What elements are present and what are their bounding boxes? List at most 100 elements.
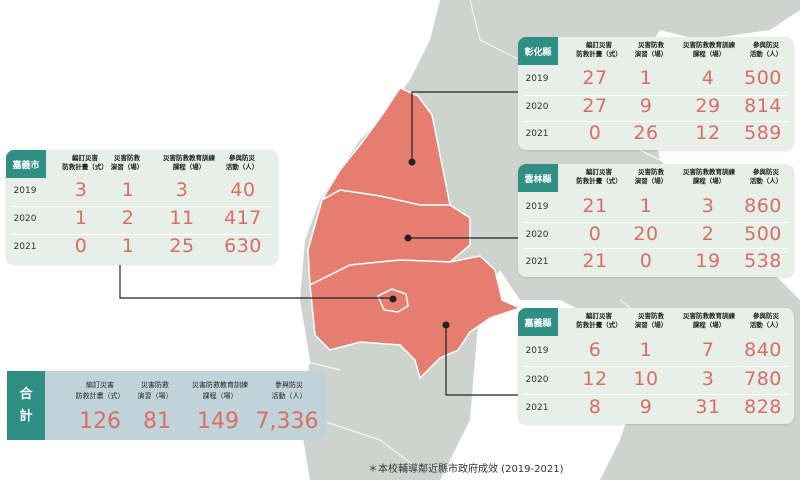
year-label: 2021	[13, 242, 37, 252]
value: 0	[588, 122, 602, 144]
value: 7	[701, 339, 715, 361]
year-label: 2020	[525, 375, 549, 385]
county-tag: 彰化縣	[518, 37, 558, 65]
value: 19	[695, 250, 721, 272]
header-participants: 參與防災 活動（人）	[271, 381, 307, 400]
header-plan: 編訂災害 防救計畫（式）	[75, 381, 125, 400]
value: 31	[695, 396, 721, 418]
card-changhua: 彰化縣 編訂災害 防救計畫（式） 災害防救 演習（場） 災害防救教育訓練 課程（…	[518, 37, 794, 150]
value: 500	[744, 223, 782, 245]
value: 1	[121, 179, 135, 201]
value: 780	[744, 368, 782, 390]
value: 9	[639, 95, 653, 117]
header-training: 災害防救教育訓練 課程（場）	[192, 381, 248, 400]
header-participants: 參與防災 活動（人）	[749, 41, 783, 58]
county-tag: 雲林縣	[518, 164, 558, 192]
value: 0	[74, 235, 88, 257]
card-chiayi-county: 嘉義縣 編訂災害 防救計畫（式） 災害防救 演習（場） 災害防救教育訓練 課程（…	[518, 308, 794, 424]
value: 1	[121, 235, 135, 257]
year-label: 2019	[525, 346, 549, 356]
value: 27	[582, 67, 608, 89]
header-plan: 編訂災害 防救計畫（式）	[576, 41, 622, 58]
value: 0	[639, 250, 653, 272]
value: 10	[633, 368, 659, 390]
year-label: 2021	[525, 403, 549, 413]
value: 27	[582, 95, 608, 117]
header-participants: 參與防災 活動（人）	[749, 168, 783, 185]
value: 840	[744, 339, 782, 361]
value: 3	[701, 368, 715, 390]
header-plan: 編訂災害 防救計畫（式）	[62, 154, 108, 171]
value: 2	[701, 223, 715, 245]
header-plan: 編訂災害 防救計畫（式）	[576, 312, 622, 329]
city-tag: 嘉義市	[6, 150, 46, 178]
total-value: 149	[197, 409, 239, 434]
total-value: 7,336	[255, 409, 319, 434]
value: 11	[169, 207, 195, 229]
value: 26	[633, 122, 659, 144]
year-label: 2019	[525, 202, 549, 212]
header-training: 災害防救教育訓練 課程（場）	[683, 168, 735, 185]
value: 1	[639, 339, 653, 361]
total-card: 合 計 編訂災害 防救計畫（式） 災害防救 演習（場） 災害防救教育訓練 課程（…	[7, 371, 327, 440]
year-label: 2020	[525, 102, 549, 112]
header-plan: 編訂災害 防救計畫（式）	[576, 168, 622, 185]
header-training: 災害防救教育訓練 課程（場）	[683, 312, 735, 329]
leader-dots	[389, 158, 450, 329]
value: 3	[175, 179, 189, 201]
value: 1	[639, 67, 653, 89]
year-label: 2020	[525, 230, 549, 240]
header-drill: 災害防救 演習（場）	[634, 168, 668, 185]
value: 12	[695, 122, 721, 144]
header-training: 災害防救教育訓練 課程（場）	[163, 154, 215, 171]
value: 589	[744, 122, 782, 144]
year-label: 2021	[525, 257, 549, 267]
value: 20	[633, 223, 659, 245]
county-tag: 嘉義縣	[518, 308, 558, 336]
total-label-top: 合	[19, 386, 33, 402]
header-participants: 參與防災 活動（人）	[225, 154, 259, 171]
card-yunlin: 雲林縣 編訂災害 防救計畫（式） 災害防救 演習（場） 災害防救教育訓練 課程（…	[518, 164, 794, 277]
card-chiayi-city: 嘉義市 編訂災害 防救計畫（式） 災害防救 演習（場） 災害防救教育訓練 課程（…	[6, 150, 278, 264]
value: 630	[224, 235, 262, 257]
value: 25	[169, 235, 195, 257]
total-tag: 合 計	[7, 371, 45, 440]
value: 40	[230, 179, 256, 201]
value: 21	[582, 195, 608, 217]
value: 9	[639, 396, 653, 418]
value: 500	[744, 67, 782, 89]
year-label: 2019	[13, 186, 37, 196]
value: 21	[582, 250, 608, 272]
header-drill: 災害防救 演習（場）	[110, 154, 144, 171]
header-participants: 參與防災 活動（人）	[749, 312, 783, 329]
year-label: 2019	[525, 74, 549, 84]
value: 29	[695, 95, 721, 117]
total-value: 126	[79, 409, 121, 434]
value: 3	[74, 179, 88, 201]
year-label: 2021	[525, 129, 549, 139]
value: 1	[74, 207, 88, 229]
value: 8	[588, 396, 602, 418]
value: 814	[744, 95, 782, 117]
value: 1	[639, 195, 653, 217]
leader-lines	[119, 91, 520, 396]
value: 828	[744, 396, 782, 418]
year-label: 2020	[13, 214, 37, 224]
header-training: 災害防救教育訓練 課程（場）	[683, 41, 735, 58]
header-drill: 災害防救 演習（場）	[634, 41, 668, 58]
value: 860	[744, 195, 782, 217]
value: 2	[121, 207, 135, 229]
total-label-bottom: 計	[19, 408, 33, 424]
value: 4	[701, 67, 715, 89]
value: 12	[582, 368, 608, 390]
value: 0	[588, 223, 602, 245]
header-drill: 災害防救 演習（場）	[634, 312, 668, 329]
total-value: 81	[143, 409, 171, 434]
value: 3	[701, 195, 715, 217]
value: 538	[744, 250, 782, 272]
header-drill: 災害防救 演習（場）	[137, 381, 173, 400]
footnote: ＊本校輔導鄰近縣市政府成效 (2019-2021)	[368, 464, 564, 475]
region-chiayi-county	[309, 255, 523, 380]
value: 6	[588, 339, 602, 361]
